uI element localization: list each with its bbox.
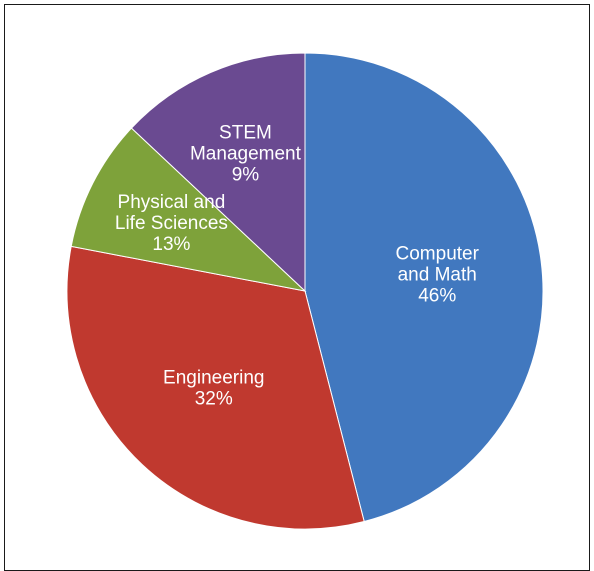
slice-label-engineering: Engineering 32% bbox=[163, 368, 264, 410]
slice-name-line: Physical and bbox=[118, 192, 226, 213]
slice-name-line: Life Sciences bbox=[115, 213, 228, 234]
slice-name-line: Management bbox=[190, 143, 302, 164]
pie-slices bbox=[66, 52, 544, 530]
slice-label-computer-and-math: Computer and Math 46% bbox=[396, 243, 480, 306]
chart-frame: Computer and Math 46% Engineering 32% Physica… bbox=[4, 4, 590, 571]
slice-percent: 32% bbox=[195, 389, 233, 410]
pie-labels: Computer and Math 46% Engineering 32% Physica… bbox=[115, 122, 480, 409]
slice-name-line: and Math bbox=[398, 264, 477, 285]
pie-slice-physical-and-life-sciences bbox=[70, 127, 307, 292]
slice-name-line: Computer bbox=[396, 243, 480, 264]
pie-slice-computer-and-math bbox=[304, 52, 544, 523]
slice-percent: 9% bbox=[232, 164, 260, 185]
slice-name-line: Engineering bbox=[163, 368, 264, 389]
slice-name-line: STEM bbox=[219, 122, 272, 143]
slice-label-physical-and-life-sciences: Physical and Life Sciences 13% bbox=[115, 192, 228, 255]
pie-slice-stem-management bbox=[130, 52, 306, 293]
pie-slice-engineering bbox=[66, 245, 365, 530]
slice-label-stem-management: STEM Management 9% bbox=[190, 122, 302, 185]
pie-chart: Computer and Math 46% Engineering 32% Physica… bbox=[66, 52, 544, 530]
slice-percent: 46% bbox=[418, 285, 456, 306]
slice-percent: 13% bbox=[152, 234, 190, 255]
